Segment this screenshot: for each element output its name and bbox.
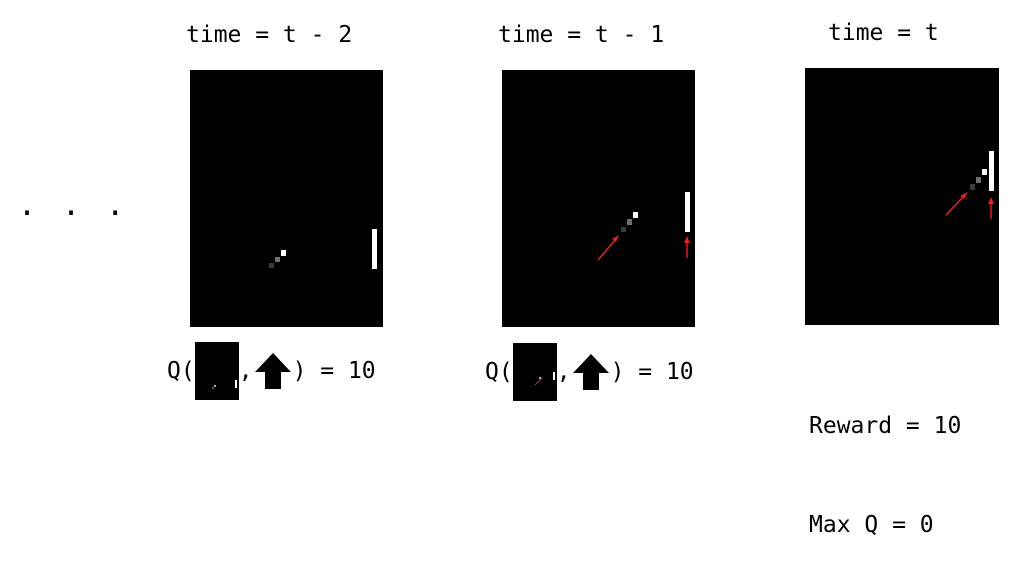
paddle (989, 151, 994, 191)
frame-contents (269, 229, 377, 269)
max-q-text: Max Q = 0 (809, 512, 934, 538)
up-arrow-icon (571, 352, 611, 392)
ball (982, 169, 987, 175)
state-thumbnail (194, 342, 239, 400)
ball-trail-3 (621, 227, 626, 232)
game-frame-t-minus-2 (190, 70, 383, 327)
annotation-arrow-paddle (988, 197, 994, 219)
q-prefix: Q( (485, 359, 513, 385)
ellipsis: ... (18, 188, 151, 223)
paddle (372, 229, 377, 269)
ball (633, 212, 638, 218)
q-value-t-minus-2: Q( , ) = 10 (167, 342, 376, 400)
ball (281, 250, 286, 256)
q-comma: , (556, 359, 571, 385)
q-value-t-minus-1: Q( , ) = 10 (485, 343, 694, 401)
ball-trail-3 (970, 184, 975, 190)
state-thumbnail (512, 343, 557, 401)
ball-trail-2 (275, 257, 280, 262)
reward-summary: Reward = 10 Max Q = 0 (809, 344, 961, 575)
reward-text: Reward = 10 (809, 413, 962, 439)
q-prefix: Q( (167, 358, 195, 384)
frame-label-t-minus-1: time = t - 1 (498, 22, 665, 48)
q-suffix: ) = 10 (292, 358, 376, 384)
ball-trail-2 (627, 219, 632, 225)
game-frame-t (805, 68, 999, 325)
ball-trail-2 (976, 177, 981, 183)
annotation-arrow-paddle (684, 236, 690, 258)
annotation-arrow-ball (597, 235, 619, 261)
q-comma: , (238, 358, 253, 384)
game-frame-t-minus-1 (502, 70, 695, 327)
paddle (685, 192, 690, 232)
frame-label-t: time = t (828, 20, 939, 46)
q-suffix: ) = 10 (610, 359, 694, 385)
frame-label-t-minus-2: time = t - 2 (186, 22, 353, 48)
ball-trail-3 (269, 263, 274, 268)
annotation-arrow-ball (945, 192, 968, 216)
frame-contents (597, 192, 690, 261)
up-arrow-icon (253, 351, 293, 391)
frame-contents (945, 151, 994, 219)
